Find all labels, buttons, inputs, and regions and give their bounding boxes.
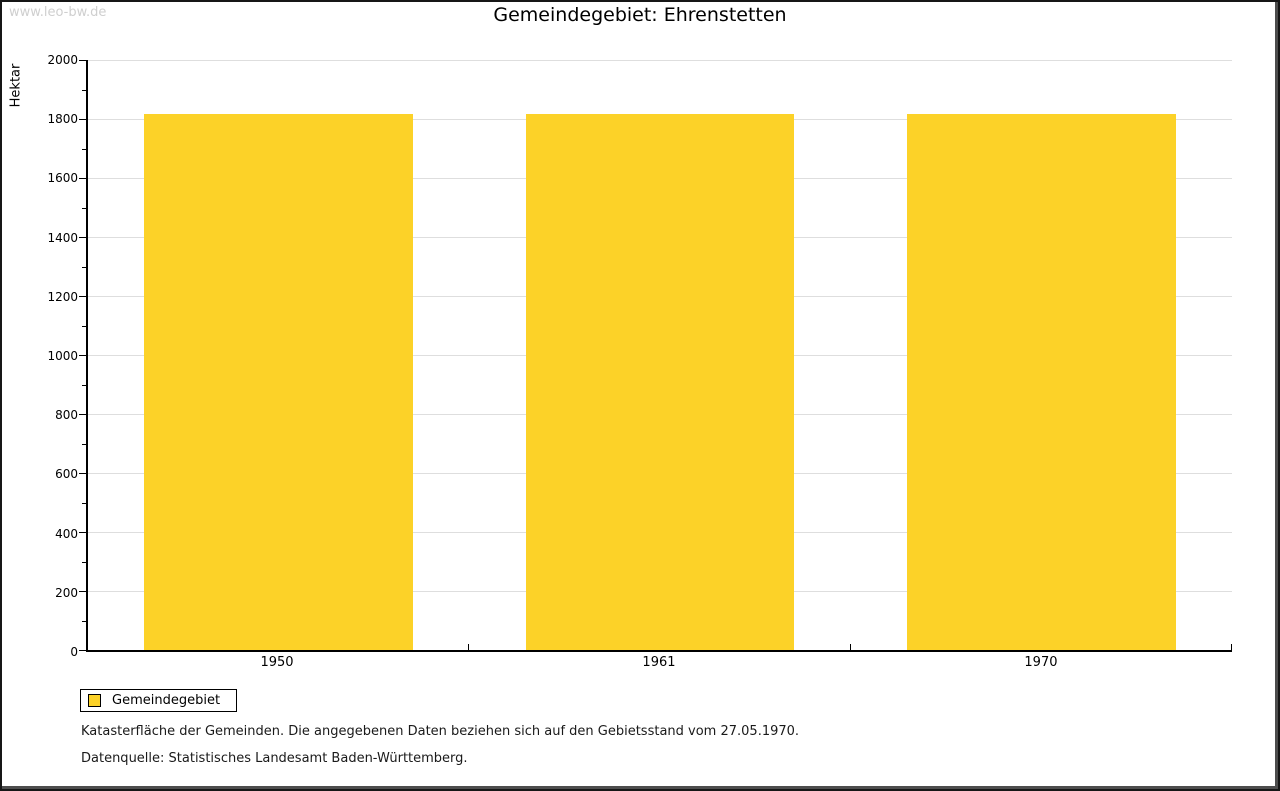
x-boundary-tick-2 [849, 644, 851, 650]
y-minor-tick-1500 [82, 207, 86, 209]
y-major-tick-600 [79, 473, 86, 474]
y-minor-tick-1100 [82, 325, 86, 327]
x-boundary-tick-1 [468, 644, 470, 650]
gridline-2000 [88, 60, 1232, 61]
y-tick-label-1800: 1800 [47, 112, 78, 127]
x-tick-label-1950: 1950 [260, 655, 294, 670]
x-boundary-tick-3 [1231, 644, 1232, 650]
y-minor-tick-900 [82, 384, 86, 386]
y-tick-label-600: 600 [55, 467, 78, 482]
y-minor-tick-500 [82, 502, 86, 504]
y-major-tick-1400 [79, 237, 86, 238]
y-major-tick-200 [79, 591, 86, 592]
y-major-tick-800 [79, 414, 86, 415]
y-axis-tick-labels: 0 200 400 600 800 1000 1200 1400 1600 1800 2000 [0, 53, 78, 659]
watermark-leo-bw: www.leo-bw.de [9, 5, 107, 20]
y-tick-label-1400: 1400 [47, 230, 78, 245]
y-tick-label-1000: 1000 [47, 349, 78, 363]
y-minor-tick-1300 [82, 266, 86, 268]
y-minor-tick-1700 [82, 148, 86, 150]
y-major-tick-2000 [79, 60, 86, 61]
y-minor-tick-1900 [82, 89, 86, 91]
y-tick-label-200: 200 [55, 585, 78, 600]
bar-1961 [525, 114, 795, 650]
y-major-tick-0 [79, 650, 86, 651]
y-minor-tick-300 [82, 561, 86, 563]
bar-1950 [144, 114, 414, 650]
x-axis-tick-labels: 1950 1961 1970 [86, 655, 1232, 670]
y-minor-tick-100 [82, 620, 86, 622]
plot-area [79, 60, 1232, 652]
legend-swatch-gemeindegebiet [88, 694, 101, 707]
y-tick-label-1600: 1600 [47, 171, 78, 186]
legend-box: Gemeindegebiet [80, 689, 238, 712]
y-tick-label-0: 0 [70, 645, 78, 659]
y-major-tick-1200 [79, 296, 86, 297]
y-tick-label-2000: 2000 [47, 53, 78, 67]
y-major-tick-1800 [79, 119, 86, 120]
bar-1970 [906, 114, 1176, 650]
y-major-tick-400 [79, 532, 86, 533]
chart-title: Gemeindegebiet: Ehrenstetten [493, 4, 787, 26]
y-major-tick-1600 [79, 178, 86, 179]
x-tick-label-1970: 1970 [1024, 655, 1058, 670]
legend-label: Gemeindegebiet [112, 693, 221, 708]
y-minor-tick-700 [82, 443, 86, 445]
y-tick-label-1200: 1200 [47, 289, 78, 304]
y-tick-label-800: 800 [55, 408, 78, 423]
footnote-datasource: Datenquelle: Statistisches Landesamt Bad… [81, 751, 468, 766]
footnote-description: Katasterfläche der Gemeinden. Die angege… [81, 724, 800, 739]
x-tick-label-1961: 1961 [642, 655, 676, 670]
y-tick-label-400: 400 [55, 526, 78, 541]
y-major-tick-1000 [79, 355, 86, 356]
